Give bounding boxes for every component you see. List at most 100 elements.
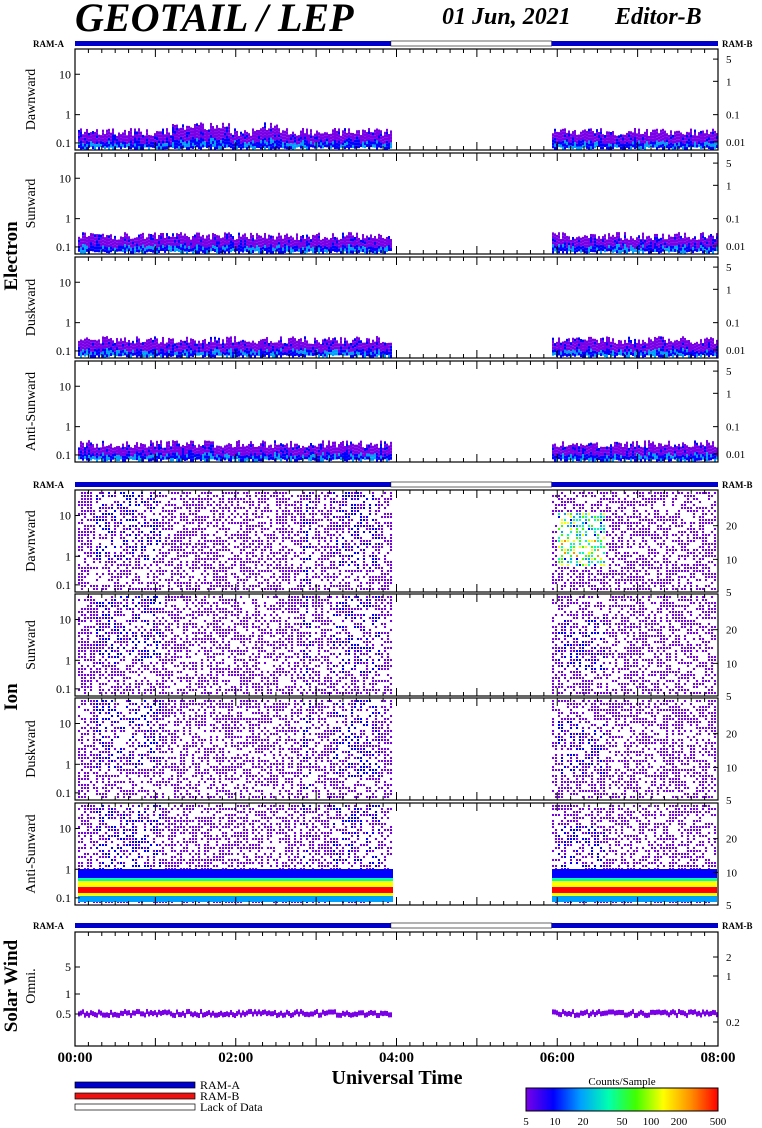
electron-cell bbox=[626, 145, 628, 148]
electron-cell bbox=[94, 355, 96, 358]
electron-cell bbox=[166, 454, 168, 457]
electron-cell bbox=[220, 449, 222, 452]
electron-cell bbox=[168, 347, 170, 350]
electron-cell bbox=[140, 138, 142, 141]
electron-cell bbox=[160, 443, 162, 446]
electron-cell bbox=[124, 139, 126, 142]
electron-cell bbox=[618, 346, 620, 349]
electron-cell bbox=[572, 140, 574, 143]
electron-cell bbox=[274, 349, 276, 352]
electron-cell bbox=[102, 136, 104, 139]
electron-cell bbox=[638, 250, 640, 253]
electron-cell bbox=[190, 136, 192, 139]
electron-cell bbox=[134, 451, 136, 454]
electron-cell bbox=[286, 452, 288, 455]
electron-cell bbox=[298, 457, 300, 460]
electron-cell bbox=[212, 135, 214, 138]
electron-cell bbox=[144, 444, 146, 447]
electron-cell bbox=[590, 352, 592, 355]
electron-cell bbox=[228, 455, 230, 458]
electron-cell bbox=[282, 242, 284, 245]
electron-cell bbox=[696, 142, 698, 145]
electron-cell bbox=[564, 134, 566, 137]
electron-cell bbox=[98, 354, 100, 357]
electron-cell bbox=[132, 457, 134, 460]
electron-cell bbox=[256, 136, 258, 139]
electron-cell bbox=[378, 343, 380, 346]
electron-cell bbox=[108, 138, 110, 141]
electron-cell bbox=[576, 246, 578, 249]
electron-cell bbox=[88, 339, 90, 342]
electron-cell bbox=[378, 352, 380, 355]
electron-cell bbox=[90, 355, 92, 358]
electron-cell bbox=[86, 246, 88, 249]
electron-cell bbox=[356, 136, 358, 139]
electron-cell bbox=[136, 454, 138, 457]
electron-cell bbox=[236, 342, 238, 345]
electron-cell bbox=[582, 136, 584, 139]
electron-cell bbox=[282, 139, 284, 142]
electron-cell bbox=[246, 246, 248, 249]
electron-cell bbox=[356, 142, 358, 145]
electron-cell bbox=[298, 451, 300, 454]
electron-cell bbox=[326, 351, 328, 354]
electron-cell bbox=[576, 237, 578, 240]
electron-cell bbox=[674, 134, 676, 137]
electron-cell bbox=[386, 237, 388, 240]
electron-cell bbox=[196, 236, 198, 239]
electron-cell bbox=[294, 249, 296, 252]
electron-cell bbox=[88, 345, 90, 348]
electron-cell bbox=[160, 137, 162, 140]
electron-cell bbox=[630, 340, 632, 343]
electron-cell bbox=[560, 139, 562, 142]
electron-cell bbox=[96, 237, 98, 240]
electron-cell bbox=[94, 249, 96, 252]
electron-cell bbox=[712, 239, 714, 242]
electron-cell bbox=[576, 147, 578, 150]
electron-cell bbox=[280, 241, 282, 244]
electron-cell bbox=[566, 139, 568, 142]
electron-cell bbox=[376, 131, 378, 134]
electron-cell bbox=[180, 450, 182, 453]
electron-cell bbox=[230, 249, 232, 252]
electron-cell bbox=[182, 136, 184, 139]
electron-cell bbox=[292, 345, 294, 348]
electron-cell bbox=[320, 243, 322, 246]
electron-cell bbox=[680, 236, 682, 239]
electron-cell bbox=[228, 135, 230, 138]
electron-cell bbox=[78, 237, 80, 240]
electron-left-tick-label: 0.1 bbox=[56, 240, 71, 254]
electron-cell bbox=[628, 337, 630, 340]
electron-cell bbox=[362, 145, 364, 148]
electron-cell bbox=[222, 123, 224, 126]
electron-cell bbox=[612, 347, 614, 350]
electron-cell bbox=[152, 452, 154, 455]
electron-cell bbox=[292, 342, 294, 345]
electron-cell bbox=[290, 140, 292, 143]
electron-cell bbox=[322, 133, 324, 136]
electron-cell bbox=[248, 447, 250, 450]
electron-cell bbox=[228, 132, 230, 135]
electron-cell bbox=[174, 441, 176, 444]
electron-cell bbox=[290, 239, 292, 242]
electron-cell bbox=[286, 240, 288, 243]
electron-cell bbox=[566, 339, 568, 342]
electron-cell bbox=[370, 144, 372, 147]
electron-cell bbox=[646, 236, 648, 239]
electron-cell bbox=[598, 144, 600, 147]
electron-cell bbox=[196, 347, 198, 350]
electron-cell bbox=[222, 448, 224, 451]
electron-cell bbox=[246, 452, 248, 455]
electron-cell bbox=[158, 353, 160, 356]
electron-cell bbox=[110, 341, 112, 344]
electron-cell bbox=[364, 244, 366, 247]
electron-cell bbox=[248, 139, 250, 142]
electron-cell bbox=[386, 246, 388, 249]
electron-cell bbox=[226, 448, 228, 451]
electron-cell bbox=[230, 453, 232, 456]
electron-cell bbox=[562, 351, 564, 354]
electron-cell bbox=[140, 349, 142, 352]
electron-cell bbox=[666, 239, 668, 242]
electron-cell bbox=[706, 241, 708, 244]
electron-cell bbox=[266, 242, 268, 245]
